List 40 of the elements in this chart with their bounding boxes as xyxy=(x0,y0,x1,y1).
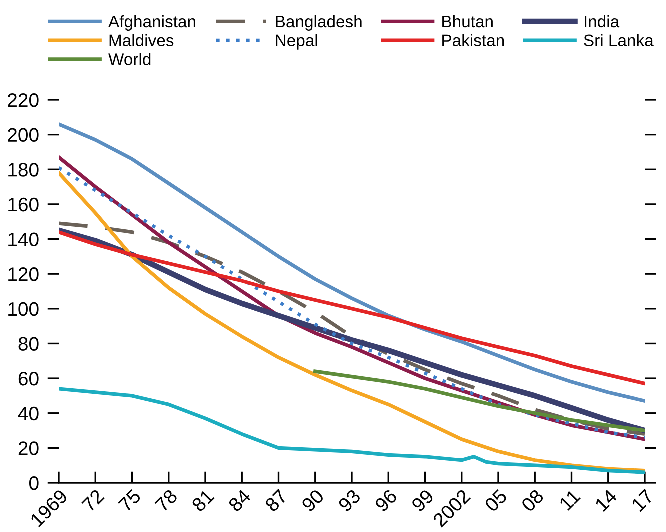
y-tick-label: 160 xyxy=(8,198,39,212)
y-tick-label: 60 xyxy=(18,372,39,386)
x-tick-label: 11 xyxy=(559,489,582,512)
y-tick-label: 0 xyxy=(30,476,39,490)
line-series xyxy=(314,370,645,433)
x-tick-label: 90 xyxy=(301,488,325,513)
x-tick-label: 08 xyxy=(520,488,545,513)
y-tick-label: 100 xyxy=(8,302,39,316)
legend-label: Bhutan xyxy=(442,15,493,28)
x-tick-label: 17 xyxy=(631,489,654,512)
y-tick-label: 120 xyxy=(8,268,39,282)
x-tick-label: 78 xyxy=(154,488,178,513)
legend-label: Bangladesh xyxy=(276,15,362,31)
x-tick-label: 93 xyxy=(338,488,362,513)
legend-label: Nepal xyxy=(276,34,318,50)
legend-label: Maldives xyxy=(110,34,174,47)
y-tick-label: 80 xyxy=(18,337,39,351)
x-tick-label: 72 xyxy=(81,488,105,512)
y-tick-label: 180 xyxy=(8,163,39,177)
legend-label: India xyxy=(584,15,620,28)
x-tick-label: 05 xyxy=(484,488,508,513)
x-tick-label: 84 xyxy=(228,488,252,513)
line-series xyxy=(59,122,645,403)
y-tick-label: 40 xyxy=(18,406,39,421)
y-tick-label: 20 xyxy=(18,442,39,456)
legend-label: Sri Lanka xyxy=(584,34,654,47)
x-tick-label: 14 xyxy=(594,488,618,512)
x-tick-label: 87 xyxy=(264,488,288,513)
x-tick-label: 99 xyxy=(410,488,435,513)
legend-label: Afghanistan xyxy=(108,15,196,31)
x-tick-label: 96 xyxy=(374,488,398,513)
legend-label: Pakistan xyxy=(442,34,504,47)
x-tick-label: 75 xyxy=(118,488,142,513)
line-series xyxy=(59,230,645,386)
y-tick-label: 220 xyxy=(8,93,39,108)
y-tick-label: 140 xyxy=(8,232,39,247)
y-tick-label: 200 xyxy=(8,128,39,142)
x-tick-label: 81 xyxy=(191,488,215,513)
line-series xyxy=(59,387,645,474)
legend-label: World xyxy=(108,53,151,66)
